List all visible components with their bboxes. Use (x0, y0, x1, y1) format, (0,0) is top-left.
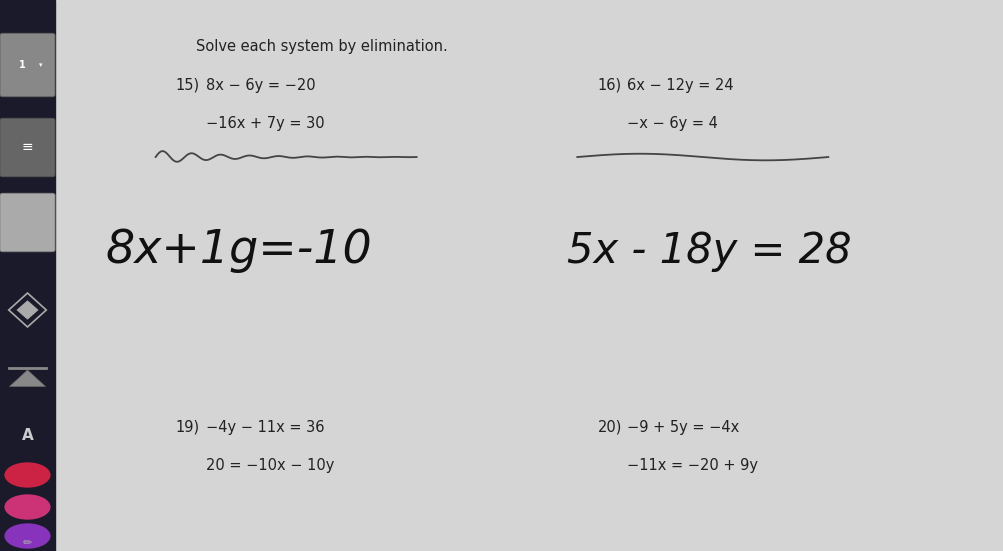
Text: 8x+1g=-10: 8x+1g=-10 (105, 228, 372, 273)
Polygon shape (16, 300, 38, 320)
Text: ✏: ✏ (23, 538, 32, 548)
Text: 8x − 6y = −20: 8x − 6y = −20 (206, 78, 315, 93)
Text: Solve each system by elimination.: Solve each system by elimination. (196, 39, 447, 55)
Text: ▾: ▾ (39, 62, 42, 68)
Text: 5x - 18y = 28: 5x - 18y = 28 (567, 230, 851, 272)
Circle shape (4, 494, 50, 520)
Circle shape (4, 523, 50, 549)
Bar (0, 0, 55, 551)
Text: 20 = −10x − 10y: 20 = −10x − 10y (206, 458, 334, 473)
Polygon shape (9, 370, 45, 387)
Text: 16): 16) (597, 78, 621, 93)
Text: −4y − 11x = 36: −4y − 11x = 36 (206, 419, 324, 435)
Text: A: A (22, 428, 33, 442)
FancyBboxPatch shape (0, 118, 55, 177)
Text: −x − 6y = 4: −x − 6y = 4 (627, 116, 718, 132)
Text: 20): 20) (597, 419, 621, 435)
Text: 15): 15) (176, 78, 200, 93)
Text: −16x + 7y = 30: −16x + 7y = 30 (206, 116, 324, 132)
Text: 1: 1 (19, 60, 26, 70)
Text: −11x = −20 + 9y: −11x = −20 + 9y (627, 458, 757, 473)
Text: ≡: ≡ (22, 141, 33, 154)
FancyBboxPatch shape (0, 34, 55, 96)
Bar (0, 345, 38, 400)
Text: 6x − 12y = 24: 6x − 12y = 24 (627, 78, 733, 93)
Text: −9 + 5y = −4x: −9 + 5y = −4x (627, 419, 739, 435)
Text: 19): 19) (176, 419, 200, 435)
Circle shape (4, 462, 50, 488)
FancyBboxPatch shape (0, 193, 55, 252)
